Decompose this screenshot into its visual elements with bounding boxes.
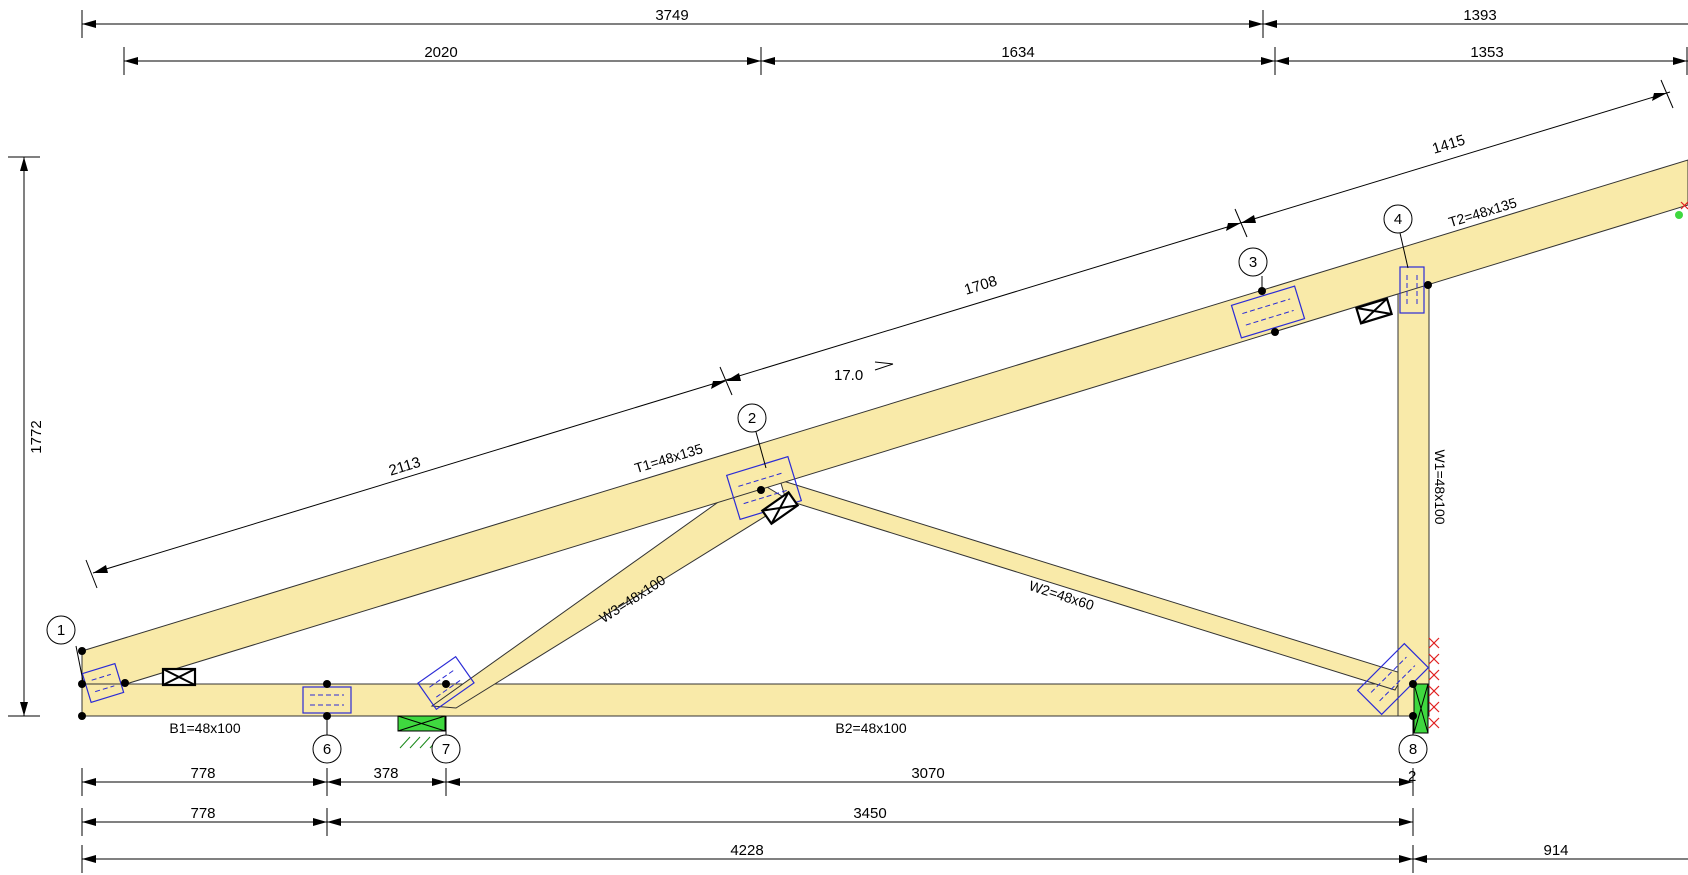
- node-labels: 1 2 3 4 6 7 8: [46, 204, 1428, 764]
- node-number: 4: [1394, 211, 1402, 228]
- node-label-4[interactable]: 4: [1383, 204, 1413, 269]
- support-label: 2: [1408, 768, 1416, 785]
- dimensions-top: 3749 1393 2020 1634 1353: [81, 7, 1688, 75]
- dim-slope-1708: 1708: [962, 273, 999, 299]
- bracing-marker[interactable]: [760, 490, 800, 526]
- nailplates: [81, 266, 1430, 716]
- dim-bottom-4228: 4228: [730, 842, 763, 859]
- dim-top-1393: 1393: [1463, 7, 1496, 24]
- support-right[interactable]: 2: [1408, 637, 1440, 785]
- member-label-w1: W1=48x100: [1432, 449, 1448, 524]
- truss-members: [81, 159, 1688, 717]
- node-number: 6: [323, 741, 331, 758]
- node-label-2[interactable]: 2: [737, 403, 767, 469]
- dim-top-3749: 3749: [655, 7, 688, 24]
- node-label-7[interactable]: 7: [431, 716, 461, 764]
- node-number: 1: [57, 622, 65, 639]
- dim-bottom-3070: 3070: [911, 765, 944, 782]
- dimensions-slope: 2113 1708 1415: [85, 79, 1674, 589]
- support-x-marks: [1428, 637, 1440, 729]
- dimensions-bottom: 778 378 3070 778 3450 4228 914: [81, 765, 1688, 873]
- dim-top-2020: 2020: [424, 44, 457, 61]
- web-member-w2[interactable]: [779, 479, 1405, 691]
- pitch-indicator: 17.0: [834, 361, 894, 384]
- nailplate-node-8: [1356, 642, 1430, 716]
- ridge-marker: [1675, 201, 1688, 219]
- dim-top-1634: 1634: [1001, 44, 1034, 61]
- bottom-chord[interactable]: [81, 683, 1414, 717]
- member-label-b1: B1=48x100: [169, 720, 240, 736]
- dim-top-1353: 1353: [1470, 44, 1503, 61]
- node-label-3[interactable]: 3: [1238, 247, 1268, 291]
- dim-bottom-778a: 778: [190, 765, 215, 782]
- support-left[interactable]: [397, 715, 446, 749]
- node-label-8[interactable]: 8: [1398, 716, 1428, 764]
- nailplate-node-4: [1399, 266, 1425, 314]
- bracing-marker[interactable]: [161, 667, 197, 687]
- node-label-6[interactable]: 6: [312, 716, 342, 764]
- member-label-b2: B2=48x100: [835, 720, 906, 736]
- bracing-markers: [161, 297, 1394, 687]
- top-chord[interactable]: [81, 159, 1688, 685]
- dim-slope-2113: 2113: [387, 454, 423, 480]
- dim-bottom-3450: 3450: [853, 805, 886, 822]
- dim-bottom-778b: 778: [190, 805, 215, 822]
- node-number: 7: [442, 741, 450, 758]
- nailplate-node-3: [1230, 285, 1306, 339]
- dimension-left: 1772: [8, 156, 45, 717]
- nailplate-node-1: [81, 662, 125, 704]
- pitch-value: 17.0: [834, 367, 863, 384]
- dim-slope-1415: 1415: [1430, 132, 1467, 158]
- node-label-1[interactable]: 1: [46, 615, 85, 687]
- web-member-w1[interactable]: [1397, 274, 1430, 717]
- dim-bottom-378: 378: [373, 765, 398, 782]
- node-number: 8: [1409, 741, 1417, 758]
- dim-left-1772: 1772: [28, 420, 45, 453]
- node-number: 2: [748, 410, 756, 427]
- dim-bottom-914: 914: [1543, 842, 1568, 859]
- bracing-marker[interactable]: [1354, 297, 1394, 325]
- node-number: 3: [1249, 254, 1257, 271]
